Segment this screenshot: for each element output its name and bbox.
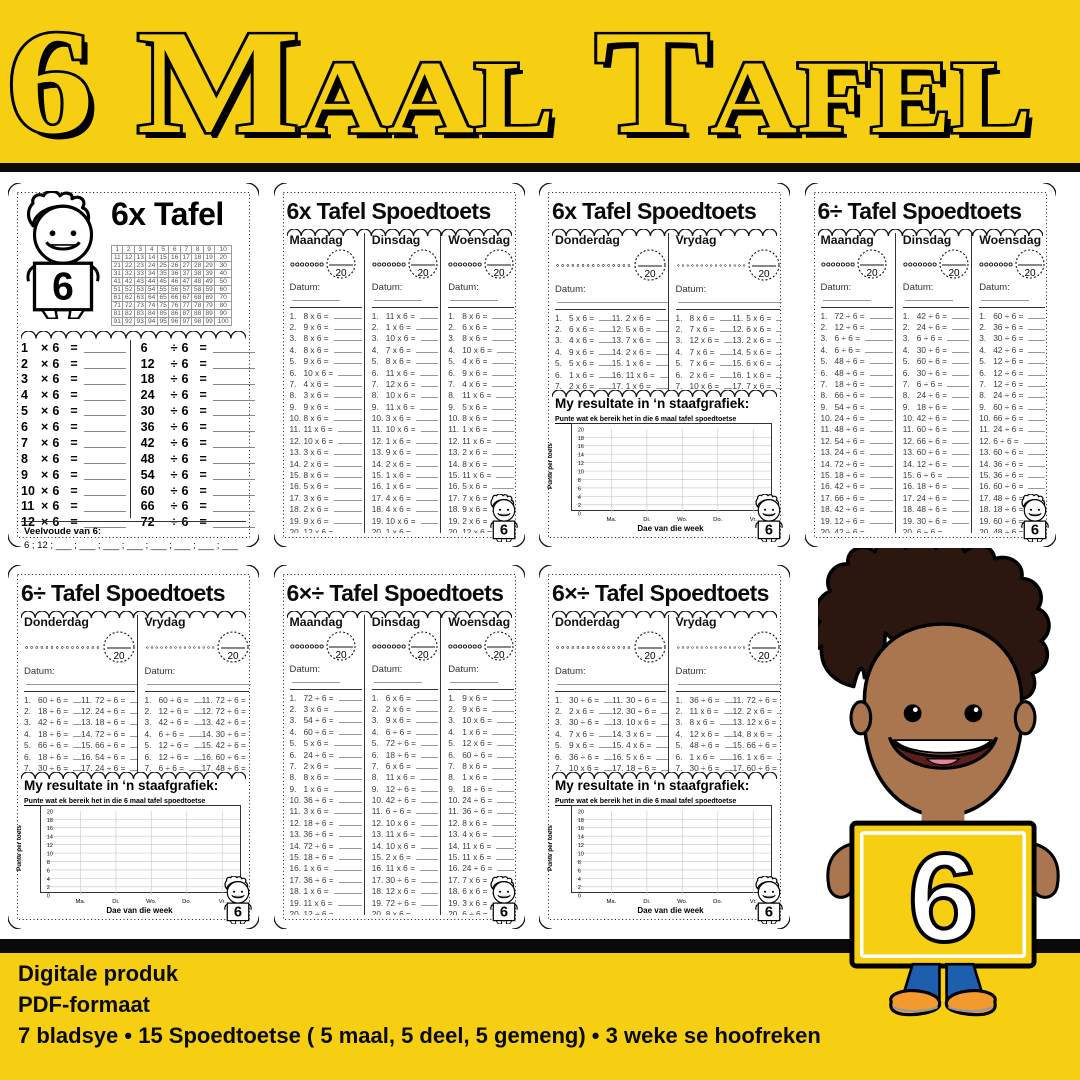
svg-text:12: 12 [578, 461, 584, 467]
svg-text:14: 14 [578, 835, 584, 841]
svg-text:Wo.: Wo. [677, 517, 688, 523]
svg-text:16: 16 [578, 826, 584, 832]
svg-text:Wo.: Wo. [146, 899, 157, 905]
svg-text:0: 0 [578, 512, 581, 518]
svg-text:6: 6 [765, 905, 773, 921]
svg-text:Di.: Di. [112, 899, 120, 905]
svg-text:20: 20 [494, 268, 506, 279]
svg-text:10: 10 [578, 851, 584, 857]
svg-text:6: 6 [578, 486, 581, 492]
svg-text:20: 20 [494, 650, 506, 661]
svg-text:20: 20 [417, 650, 429, 661]
svg-text:8: 8 [578, 478, 581, 484]
svg-text:Ma.: Ma. [607, 517, 617, 523]
svg-text:20: 20 [644, 269, 656, 280]
svg-text:16: 16 [578, 444, 584, 450]
svg-text:20: 20 [1025, 268, 1037, 279]
svg-text:Ma.: Ma. [607, 899, 617, 905]
svg-text:6: 6 [765, 523, 773, 539]
svg-text:6: 6 [1030, 523, 1038, 539]
svg-text:4: 4 [47, 877, 50, 883]
svg-text:20: 20 [578, 809, 584, 815]
svg-text:Do.: Do. [713, 899, 723, 905]
svg-text:18: 18 [578, 436, 584, 442]
svg-text:20: 20 [758, 651, 770, 662]
svg-text:18: 18 [47, 818, 53, 824]
svg-text:0: 0 [578, 894, 581, 900]
svg-text:20: 20 [866, 268, 878, 279]
svg-text:0: 0 [47, 894, 50, 900]
svg-text:6: 6 [47, 868, 50, 874]
svg-text:Di.: Di. [643, 899, 651, 905]
svg-text:Ma.: Ma. [76, 899, 86, 905]
svg-text:6: 6 [578, 868, 581, 874]
svg-text:20: 20 [113, 651, 125, 662]
svg-text:20: 20 [417, 268, 429, 279]
svg-text:Do.: Do. [182, 899, 192, 905]
svg-text:Di.: Di. [643, 517, 651, 523]
svg-text:14: 14 [578, 453, 584, 459]
svg-text:6: 6 [908, 829, 978, 968]
svg-text:8: 8 [578, 860, 581, 866]
svg-text:Do.: Do. [713, 517, 723, 523]
svg-text:20: 20 [948, 268, 960, 279]
svg-text:2: 2 [578, 885, 581, 891]
svg-text:10: 10 [47, 851, 53, 857]
svg-text:10: 10 [578, 469, 584, 475]
svg-text:6: 6 [499, 905, 507, 921]
svg-text:Wo.: Wo. [677, 899, 688, 905]
svg-text:12: 12 [578, 843, 584, 849]
svg-text:8: 8 [47, 860, 50, 866]
svg-text:20: 20 [335, 650, 347, 661]
svg-text:4: 4 [578, 495, 581, 501]
svg-text:20: 20 [578, 427, 584, 433]
svg-text:20: 20 [644, 651, 656, 662]
svg-text:18: 18 [578, 818, 584, 824]
svg-text:20: 20 [227, 651, 239, 662]
svg-text:14: 14 [47, 835, 53, 841]
svg-text:20: 20 [335, 268, 347, 279]
svg-text:2: 2 [47, 885, 50, 891]
svg-text:12: 12 [47, 843, 53, 849]
svg-text:6: 6 [52, 265, 74, 308]
svg-text:20: 20 [758, 269, 770, 280]
svg-text:16: 16 [47, 826, 53, 832]
svg-text:4: 4 [578, 877, 581, 883]
svg-text:6: 6 [499, 523, 507, 539]
svg-text:6: 6 [234, 905, 242, 921]
svg-text:20: 20 [47, 809, 53, 815]
svg-text:2: 2 [578, 503, 581, 509]
